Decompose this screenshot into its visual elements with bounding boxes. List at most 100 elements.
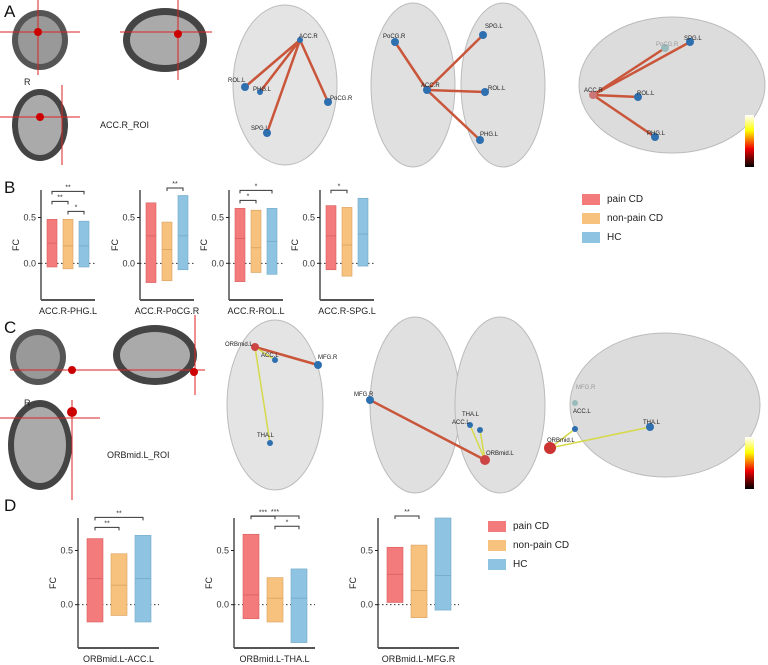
range-bar-non-pain-CD (341, 207, 353, 277)
significance-bracket (51, 200, 69, 205)
node-label: ACC.R (584, 88, 603, 94)
legend-swatch (488, 559, 506, 570)
legend-item: HC (488, 555, 569, 574)
node-label: SPG.L (251, 126, 269, 132)
legend-swatch (488, 540, 506, 551)
range-bar-non-pain-CD (250, 209, 262, 273)
significance-bracket (239, 189, 273, 194)
node-label: ACC.L (452, 420, 470, 426)
significance-label: *** (271, 509, 279, 516)
significance-label: * (255, 183, 258, 190)
range-bar-non-pain-CD (410, 544, 428, 618)
legend-label: non-pain CD (607, 213, 664, 224)
legend-b: pain CD non-pain CD HC (582, 190, 663, 247)
range-bar-non-pain-CD (266, 577, 284, 623)
y-axis-label: FC (290, 239, 300, 251)
x-axis-label: ORBmid.L-MFG.R (382, 654, 456, 664)
y-tick-label: 0.0 (216, 600, 229, 610)
node-label: MFG.R (318, 355, 338, 361)
node-label: PoCG.R (330, 96, 353, 102)
range-bar-HC (177, 195, 189, 271)
node-label: MFG.R (354, 392, 374, 398)
significance-bracket (330, 189, 348, 194)
node-label: MFG.R (576, 385, 596, 391)
x-axis-label: ORBmid.L-THA.L (239, 654, 309, 664)
roi-slices-c (0, 315, 205, 500)
y-tick-label: 0.0 (211, 258, 224, 268)
node-label: PHG.L (480, 132, 499, 138)
y-axis-label: FC (348, 577, 358, 589)
significance-bracket (94, 516, 144, 521)
node-label: ORBmid.L (225, 342, 253, 348)
node-label: ORBmid.L (547, 438, 575, 444)
significance-label: * (286, 519, 289, 526)
range-bar-HC (290, 568, 308, 643)
chart-6: 0.5 0.0 FC ORBmid.L-MFG.R ** (348, 509, 459, 664)
panel-label-b: B (4, 178, 16, 197)
y-tick-label: 0.0 (360, 600, 373, 610)
significance-label: ** (57, 194, 63, 201)
legend-swatch (488, 521, 506, 532)
legend-item: HC (582, 228, 663, 247)
significance-label: * (247, 193, 250, 200)
y-tick-label: 0.5 (60, 546, 73, 556)
legend-d: pain CD non-pain CD HC (488, 517, 569, 574)
significance-label: * (75, 204, 78, 211)
significance-bracket (94, 526, 120, 531)
legend-label: pain CD (513, 521, 550, 532)
node-label: THA.L (462, 412, 480, 418)
chart-3: 0.5 0.0FC ACC.R-SPG.L * (290, 183, 376, 316)
legend-label: pain CD (607, 194, 644, 205)
significance-bracket (250, 515, 276, 520)
range-bar-non-pain-CD (62, 219, 74, 270)
range-bar-HC (434, 517, 452, 611)
legend-item: non-pain CD (582, 209, 663, 228)
node-label: PoCG.R (656, 42, 679, 48)
significance-bracket (239, 199, 257, 204)
chart-1: 0.5 0.0FC ACC.R-PoCG.R ** (110, 181, 200, 316)
y-tick-label: 0.0 (23, 258, 36, 268)
range-bar-pain-CD (242, 533, 260, 620)
significance-bracket (166, 187, 184, 191)
y-tick-label: 0.5 (122, 213, 135, 223)
roi-label-c: ORBmid.L_ROI (107, 450, 170, 460)
legend-label: HC (513, 559, 528, 570)
range-bar-pain-CD (234, 208, 246, 282)
node-label: ROL.L (488, 86, 506, 92)
y-tick-label: 0.5 (23, 213, 36, 223)
node-label: PoCG.R (383, 34, 406, 40)
y-axis-label: FC (110, 239, 120, 251)
node-label: ROL.L (637, 91, 655, 97)
significance-bracket (51, 190, 85, 195)
side-label-a: R (24, 77, 31, 87)
significance-label: ** (65, 184, 71, 191)
range-bar-pain-CD (325, 205, 337, 271)
y-axis-label: FC (199, 239, 209, 251)
y-axis-label: FC (11, 239, 21, 251)
legend-swatch (582, 194, 600, 205)
node-label: ACC.L (573, 409, 591, 415)
range-bar-non-pain-CD (110, 553, 128, 616)
roi-label-a: ACC.R_ROI (100, 120, 150, 130)
x-axis-label: ACC.R-ROL.L (227, 306, 284, 316)
x-axis-label: ORBmid.L-ACC.L (83, 654, 154, 664)
roi-slices-a (0, 0, 212, 165)
range-bar-pain-CD (386, 546, 404, 603)
legend-item: pain CD (582, 190, 663, 209)
y-tick-label: 0.0 (302, 258, 315, 268)
significance-label: ** (172, 181, 178, 188)
node-label: ACC.L (261, 353, 279, 359)
range-bar-pain-CD (145, 202, 157, 283)
node-label: ROL.L (228, 78, 246, 84)
significance-bracket (394, 515, 420, 519)
x-axis-label: ACC.R-SPG.L (318, 306, 376, 316)
y-axis-label: FC (48, 577, 58, 589)
legend-label: non-pain CD (513, 540, 570, 551)
glass-brains-a (232, 2, 766, 168)
panel-label-c: C (4, 318, 17, 337)
legend-item: pain CD (488, 517, 569, 536)
